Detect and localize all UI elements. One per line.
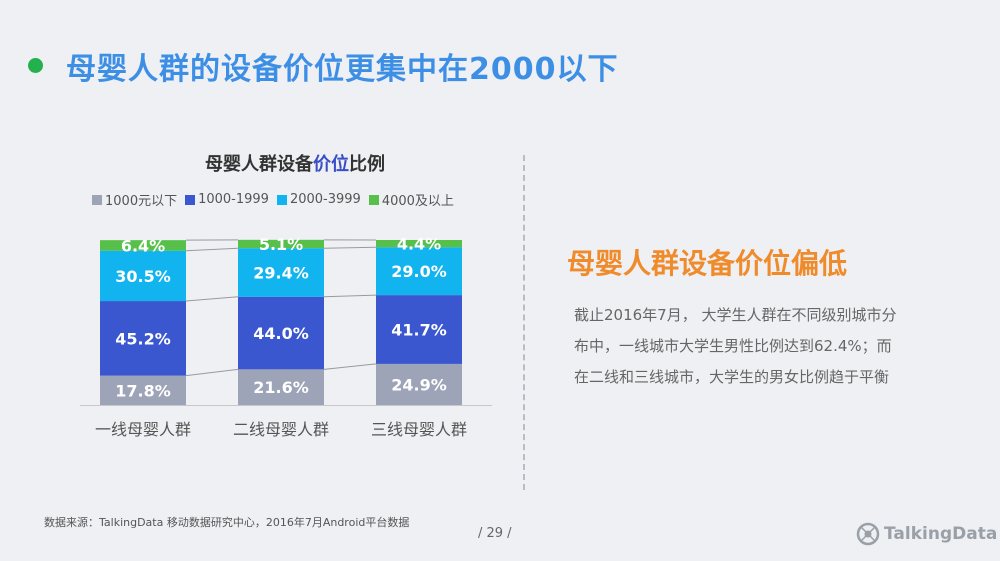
legend-swatch: [185, 194, 196, 205]
talkingdata-logo-icon: [856, 522, 880, 546]
connector-line: [185, 247, 239, 252]
data-label: 29.0%: [391, 262, 447, 281]
data-source-note: 数据来源：TalkingData 移动数据研究中心，2016年7月Android…: [44, 516, 410, 529]
data-label: 5.1%: [259, 235, 303, 254]
data-label: 17.8%: [115, 381, 171, 400]
brand-logo: TalkingData: [856, 522, 997, 546]
side-description: 截止2016年7月， 大学生人群在不同级别城市分 布中，一线城市大学生男性比例达…: [574, 300, 954, 393]
legend-swatch: [276, 194, 287, 205]
stacked-bar-chart: 17.8% 45.2% 30.5% 6.4% 一线母婴人群 21.6% 44.0% 29.4%…: [80, 235, 492, 439]
bar-segment: [100, 240, 186, 251]
side-heading: 母婴人群设备价位偏低: [567, 247, 848, 280]
side-text-line: 布中，一线城市大学生男性比例达到62.4%；而: [574, 337, 892, 355]
data-label: 29.4%: [253, 264, 309, 283]
logo-text: TalkingData: [884, 524, 998, 544]
chart-title-part3: 比例: [349, 154, 385, 175]
page-number: / 29 /: [478, 526, 512, 541]
chart-title: 母婴人群设备价位比例: [100, 150, 490, 176]
side-text-line: 在二线和三线城市，大学生的男女比例趋于平衡: [574, 368, 890, 386]
data-label: 6.4%: [121, 236, 165, 255]
connector-line: [323, 246, 377, 249]
connector-line: [185, 296, 239, 302]
bar-segment: [376, 240, 462, 248]
page-title: 母婴人群的设备价位更集中在2000以下: [66, 52, 619, 87]
data-label: 4.4%: [397, 235, 441, 254]
vertical-divider: [523, 155, 525, 490]
bar-segment: [100, 375, 186, 405]
data-label: 21.6%: [253, 378, 309, 397]
legend-label: 2000-3999: [289, 192, 361, 207]
legend-item: 1000-1999: [185, 190, 269, 209]
connector-line: [323, 363, 377, 370]
legend-label: 4000及以上: [381, 194, 454, 209]
category-label: 一线母婴人群: [95, 420, 191, 439]
legend-item: 4000及以上: [368, 190, 454, 209]
bar-segment: [376, 363, 462, 405]
title-bullet-icon: [28, 58, 43, 73]
side-text-line: 截止2016年7月， 大学生人群在不同级别城市分: [574, 306, 897, 324]
bar-segment: [238, 369, 324, 405]
bar-segment: [100, 250, 186, 302]
legend-label: 1000元以下: [105, 194, 178, 209]
data-label: 24.9%: [391, 375, 447, 394]
category-label: 三线母婴人群: [371, 420, 467, 439]
legend-swatch: [368, 194, 379, 205]
legend-label: 1000-1999: [198, 192, 269, 207]
chart-title-part1: 母婴人群设备: [205, 154, 313, 175]
connector-line: [185, 368, 239, 377]
bar-segment: [376, 295, 462, 364]
legend-item: 1000元以下: [92, 190, 177, 209]
bar-segment: [238, 239, 324, 249]
legend-swatch: [92, 194, 102, 205]
data-label: 41.7%: [391, 321, 447, 340]
bar-segment: [238, 248, 324, 297]
data-label: 30.5%: [115, 267, 171, 286]
data-label: 44.0%: [253, 324, 309, 343]
chart-legend: 1000元以下 1000-1999 2000-3999 4000及以上: [92, 190, 492, 209]
bar-segment: [100, 301, 186, 376]
bar-segment: [238, 296, 324, 370]
bar-segment: [376, 247, 462, 296]
connector-line: [323, 294, 377, 298]
legend-item: 2000-3999: [276, 190, 361, 209]
data-label: 45.2%: [115, 329, 171, 348]
category-label: 二线母婴人群: [233, 420, 329, 439]
chart-title-highlight: 价位: [313, 154, 349, 175]
